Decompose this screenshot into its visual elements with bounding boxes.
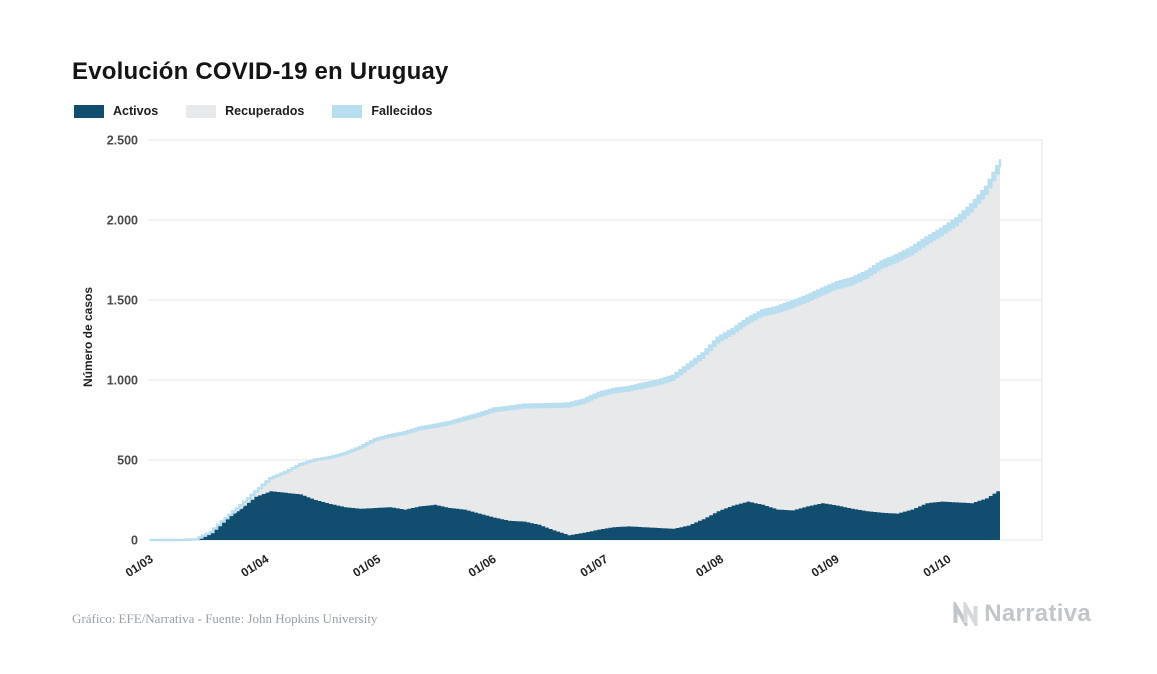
x-tick-label: 01/08 [693, 552, 726, 580]
x-tick-label: 01/09 [809, 552, 842, 580]
x-tick-label: 01/04 [238, 552, 271, 580]
legend-label-activos: Activos [113, 104, 159, 118]
y-tick-label: 2.000 [107, 214, 138, 228]
legend-item-recuperados: Recuperados [186, 104, 304, 118]
x-tick-label: 01/05 [350, 552, 383, 580]
x-tick-label: 01/06 [466, 552, 499, 580]
chart-title: Evolución COVID-19 en Uruguay [72, 58, 449, 86]
legend-label-recuperados: Recuperados [225, 104, 305, 118]
legend-item-activos: Activos [74, 104, 158, 118]
activos-area [150, 488, 1000, 540]
recuperados-area [150, 167, 1000, 540]
y-tick-label: 500 [117, 454, 138, 468]
brand-name: Narrativa [984, 600, 1091, 627]
legend-item-fallecidos: Fallecidos [332, 104, 433, 118]
y-tick-label: 1.500 [107, 294, 138, 308]
stacked-area-chart: 0 500 1.000 1.500 2.000 2.500 01/03 01/04 01/05 0… [107, 134, 1043, 580]
narrativa-icon [953, 602, 978, 626]
x-tick-label: 01/10 [921, 552, 954, 580]
legend-swatch-recuperados [186, 104, 217, 118]
legend-swatch-activos [74, 104, 104, 118]
total-top-edge [150, 159, 1002, 542]
chart-legend: Activos Recuperados Fallecidos [74, 104, 433, 118]
legend-swatch-fallecidos [332, 104, 363, 118]
x-tick-label: 01/03 [123, 552, 156, 580]
y-tick-label: 1.000 [107, 374, 138, 388]
x-tick-label: 01/07 [578, 552, 611, 580]
y-tick-label: 0 [131, 534, 138, 548]
source-caption: Gráfico: EFE/Narrativa - Fuente: John Ho… [72, 611, 378, 626]
legend-label-fallecidos: Fallecidos [371, 104, 433, 118]
narrativa-logo: Narrativa [952, 600, 1091, 628]
y-tick-label: 2.500 [107, 134, 138, 148]
